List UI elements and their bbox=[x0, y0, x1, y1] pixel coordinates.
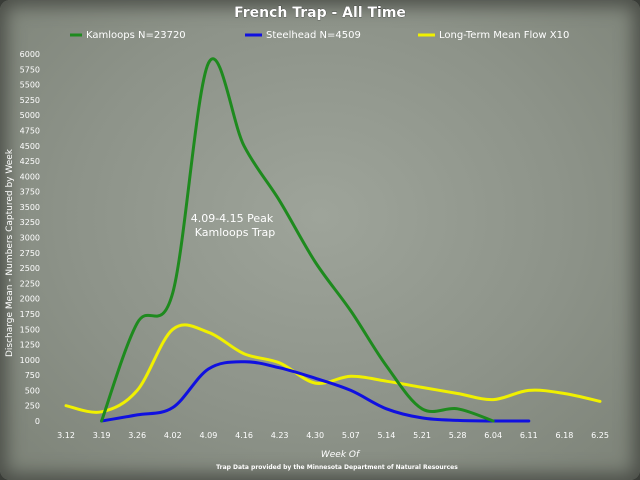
y-tick-label: 4750 bbox=[20, 126, 40, 135]
y-tick-label: 1250 bbox=[20, 341, 40, 350]
legend-label-kamloops: Kamloops N=23720 bbox=[86, 30, 186, 41]
y-axis-label: Discharge Mean - Numbers Captured by Wee… bbox=[5, 148, 15, 357]
peak-annotation: 4.09-4.15 Peak Kamloops Trap bbox=[191, 212, 276, 239]
x-tick-label: 4.23 bbox=[271, 431, 289, 440]
x-tick-label: 4.02 bbox=[164, 431, 182, 440]
y-tick-label: 2000 bbox=[20, 295, 40, 304]
x-tick-label: 6.18 bbox=[555, 431, 573, 440]
x-tick-label: 5.21 bbox=[413, 431, 431, 440]
y-tick-label: 6000 bbox=[20, 50, 40, 59]
annotation-line-2: Kamloops Trap bbox=[195, 226, 276, 239]
y-tick-label: 3000 bbox=[20, 234, 40, 243]
y-tick-label: 2500 bbox=[20, 264, 40, 273]
legend-item-kamloops: Kamloops N=23720 bbox=[70, 30, 186, 41]
y-tick-label: 1500 bbox=[20, 325, 40, 334]
x-tick-label: 6.25 bbox=[591, 431, 609, 440]
x-tick-label: 4.16 bbox=[235, 431, 253, 440]
source-credit: Trap Data provided by the Minnesota Depa… bbox=[216, 464, 458, 471]
x-tick-label: 5.07 bbox=[342, 431, 360, 440]
series-line-mean-flow bbox=[64, 323, 602, 414]
y-tick-label: 0 bbox=[35, 417, 40, 426]
series-layer bbox=[64, 57, 602, 423]
x-tick-label: 6.04 bbox=[484, 431, 502, 440]
chart-title: French Trap - All Time bbox=[234, 5, 406, 21]
y-tick-label: 750 bbox=[25, 371, 40, 380]
legend-item-steelhead: Steelhead N=4509 bbox=[245, 30, 361, 41]
y-tick-label: 3500 bbox=[20, 203, 40, 212]
y-tick-label: 5500 bbox=[20, 81, 40, 90]
legend-item-mean-flow: Long-Term Mean Flow X10 bbox=[418, 30, 569, 41]
y-tick-label: 5250 bbox=[20, 96, 40, 105]
x-tick-label: 3.19 bbox=[93, 431, 111, 440]
y-tick-label: 250 bbox=[25, 402, 40, 411]
legend: Kamloops N=23720 Steelhead N=4509 Long-T… bbox=[70, 30, 569, 41]
y-tick-label: 500 bbox=[25, 386, 40, 395]
y-tick-label: 4500 bbox=[20, 142, 40, 151]
x-tick-label: 6.11 bbox=[520, 431, 538, 440]
y-tick-label: 4250 bbox=[20, 157, 40, 166]
legend-label-mean-flow: Long-Term Mean Flow X10 bbox=[439, 30, 569, 41]
x-tick-label: 5.14 bbox=[377, 431, 395, 440]
y-tick-label: 3250 bbox=[20, 218, 40, 227]
x-tick-label: 4.30 bbox=[306, 431, 324, 440]
x-tick-label: 4.09 bbox=[199, 431, 217, 440]
x-axis-label: Week Of bbox=[321, 450, 361, 460]
y-tick-label: 1750 bbox=[20, 310, 40, 319]
legend-label-steelhead: Steelhead N=4509 bbox=[266, 30, 361, 41]
y-tick-label: 2250 bbox=[20, 279, 40, 288]
x-tick-label: 3.26 bbox=[128, 431, 146, 440]
x-tick-label: 3.12 bbox=[57, 431, 75, 440]
y-axis: 0 250 500 750 1000 1250 1500 1750 2000 2250 2500 27… bbox=[20, 50, 40, 426]
x-axis: 3.12 3.19 3.26 4.02 4.09 4.16 4.23 4.30 5.07 5.14… bbox=[57, 431, 609, 440]
y-tick-label: 4000 bbox=[20, 172, 40, 181]
y-tick-label: 3750 bbox=[20, 188, 40, 197]
x-tick-label: 5.28 bbox=[449, 431, 467, 440]
annotation-line-1: 4.09-4.15 Peak bbox=[191, 212, 274, 225]
series-line-steelhead bbox=[100, 360, 531, 423]
y-tick-label: 5000 bbox=[20, 111, 40, 120]
y-tick-label: 5750 bbox=[20, 65, 40, 74]
y-tick-label: 1000 bbox=[20, 356, 40, 365]
y-tick-label: 2750 bbox=[20, 249, 40, 258]
series-line-kamloops bbox=[100, 57, 495, 423]
